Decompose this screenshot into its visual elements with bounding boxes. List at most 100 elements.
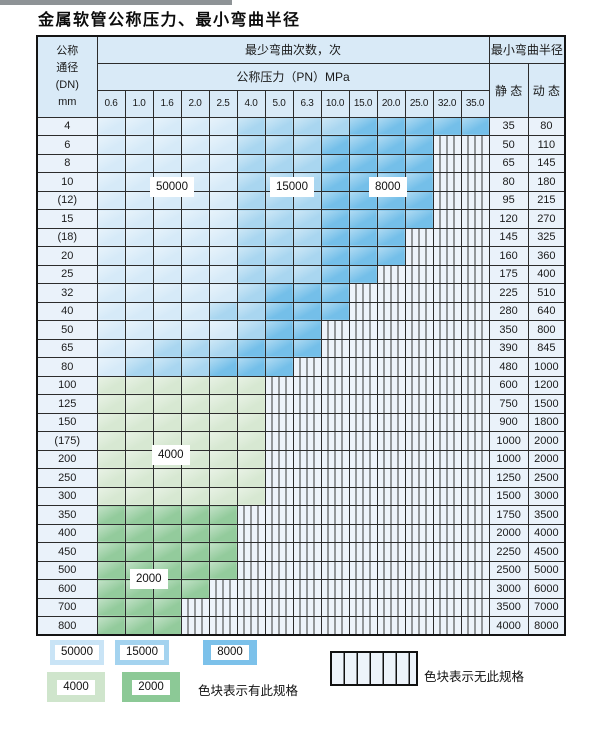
grid-cell xyxy=(236,301,266,321)
grid-cell xyxy=(292,431,322,451)
static-value: 480 xyxy=(488,357,529,377)
grid-cell xyxy=(264,449,294,469)
dn-cell: 50 xyxy=(36,320,98,340)
dn-cell: 350 xyxy=(36,505,98,525)
table-row: 350 1750 3500 xyxy=(36,505,566,525)
grid-cell xyxy=(208,597,238,617)
grid-cell xyxy=(152,301,182,321)
grid-cell xyxy=(432,597,462,617)
grid-cell xyxy=(208,560,238,580)
pressure-tick-row: 0.6 1.0 1.6 2.0 2.5 4.0 5.0 6.3 10.0 15.0 20.0 25.0… xyxy=(37,89,565,118)
table-row: (18) 145 325 xyxy=(36,227,566,247)
table-row: 15 120 270 xyxy=(36,209,566,229)
grid-cell xyxy=(320,135,350,155)
grid-cell xyxy=(348,375,378,395)
grid-cell xyxy=(460,357,490,377)
grid-cell xyxy=(376,523,406,543)
grid-cell xyxy=(460,449,490,469)
grid-cell xyxy=(348,412,378,432)
dynamic-value: 6000 xyxy=(527,579,566,599)
grid-cell xyxy=(348,449,378,469)
dn-cell: 125 xyxy=(36,394,98,414)
static-value: 350 xyxy=(488,320,529,340)
table-row: 80 480 1000 xyxy=(36,357,566,377)
grid-cell xyxy=(208,357,238,377)
grid-cell xyxy=(460,597,490,617)
pressure-tick: 32.0 xyxy=(432,89,462,118)
grid-cell xyxy=(264,357,294,377)
grid-cell xyxy=(320,338,350,358)
corner-line-1: 公称 xyxy=(56,44,79,57)
grid-cell xyxy=(236,486,266,506)
table-row: 6 50 110 xyxy=(36,135,566,155)
grid-cell xyxy=(460,190,490,210)
region-label: 15000 xyxy=(270,177,314,197)
grid-cell xyxy=(376,227,406,247)
grid-cell xyxy=(208,301,238,321)
legend-swatch-label: 4000 xyxy=(57,679,95,695)
grid-cell xyxy=(292,135,322,155)
static-value: 280 xyxy=(488,301,529,321)
dn-cell: (12) xyxy=(36,190,98,210)
grid-cell xyxy=(152,320,182,340)
grid-cell xyxy=(236,394,266,414)
grid-cell xyxy=(236,153,266,173)
dynamic-value: 215 xyxy=(527,190,566,210)
grid-cell xyxy=(292,505,322,525)
grid-cell xyxy=(124,412,154,432)
grid-cell xyxy=(432,190,462,210)
table-row: 200 1000 2000 xyxy=(36,449,566,469)
grid-cell xyxy=(404,283,434,303)
grid-cell xyxy=(348,505,378,525)
dn-cell: 450 xyxy=(36,542,98,562)
grid-cell xyxy=(348,468,378,488)
grid-cell xyxy=(460,542,490,562)
grid-cell xyxy=(96,486,126,506)
grid-cell xyxy=(376,542,406,562)
grid-cell xyxy=(152,209,182,229)
grid-cell xyxy=(208,616,238,636)
grid-cell xyxy=(124,153,154,173)
grid-cell xyxy=(236,283,266,303)
spec-table: 公称 通径 (DN) mm 最少弯曲次数，次 最小弯曲半径 公称压力（PN）MP… xyxy=(36,35,567,636)
grid-cell xyxy=(180,468,210,488)
corner-header: 公称 通径 (DN) mm xyxy=(36,35,98,118)
grid-cell xyxy=(264,246,294,266)
grid-cell xyxy=(404,468,434,488)
grid-cell xyxy=(180,320,210,340)
dynamic-value: 2000 xyxy=(527,431,566,451)
grid-cell xyxy=(124,264,154,284)
grid-cell xyxy=(152,227,182,247)
grid-cell xyxy=(264,542,294,562)
grid-cell xyxy=(264,209,294,229)
grid-cell xyxy=(96,412,126,432)
grid-cell xyxy=(292,468,322,488)
grid-cell xyxy=(460,431,490,451)
grid-cell xyxy=(124,116,154,136)
grid-cell xyxy=(208,153,238,173)
dn-cell: 200 xyxy=(36,449,98,469)
pressure-tick: 1.0 xyxy=(124,89,154,118)
grid-cell xyxy=(264,523,294,543)
grid-cell xyxy=(264,505,294,525)
grid-cell xyxy=(264,579,294,599)
corner-line-2: 通径 xyxy=(56,61,79,74)
dynamic-value: 325 xyxy=(527,227,566,247)
legend-swatch-8000: 8000 xyxy=(203,640,257,665)
grid-cell xyxy=(152,616,182,636)
grid-cell xyxy=(460,264,490,284)
region-label: 4000 xyxy=(152,445,190,465)
grid-cell xyxy=(320,394,350,414)
grid-cell xyxy=(96,338,126,358)
grid-cell xyxy=(460,375,490,395)
grid-cell xyxy=(320,283,350,303)
table-body: 4 35 80 6 50 110 8 65 145 10 80 180 (12) 95 215 15 120 27… xyxy=(36,116,566,636)
grid-cell xyxy=(152,357,182,377)
grid-cell xyxy=(236,227,266,247)
grid-cell xyxy=(320,486,350,506)
table-row: 25 175 400 xyxy=(36,264,566,284)
grid-cell xyxy=(292,560,322,580)
grid-cell xyxy=(404,560,434,580)
grid-cell xyxy=(460,468,490,488)
table-row: 800 4000 8000 xyxy=(36,616,566,636)
